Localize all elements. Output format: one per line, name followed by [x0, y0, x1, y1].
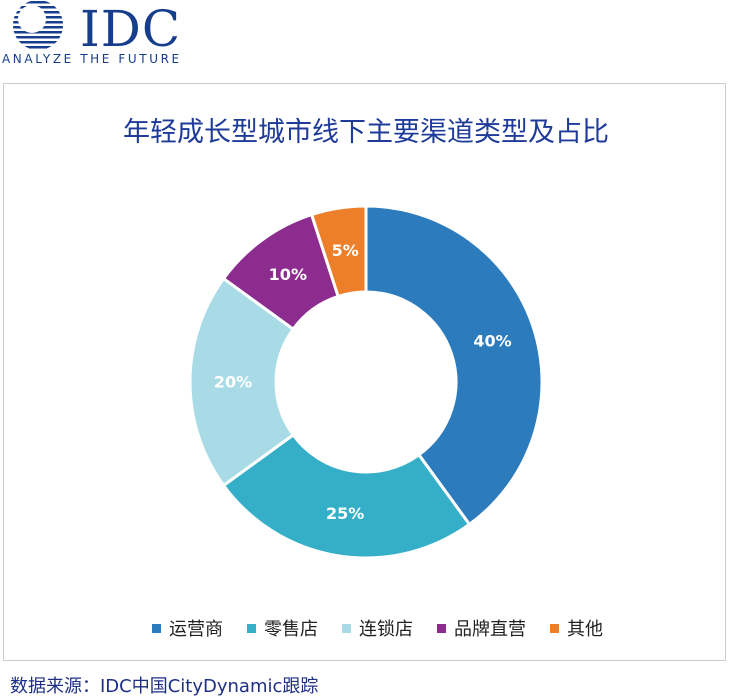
legend-swatch-carrier — [152, 623, 161, 633]
slice-label-chain-store: 20% — [214, 373, 252, 392]
logo-tagline: ANALYZE THE FUTURE — [2, 52, 182, 66]
legend-swatch-chain-store — [342, 623, 351, 633]
legend-swatch-retail-store — [247, 623, 256, 633]
chart-title: 年轻成长型城市线下主要渠道类型及占比 — [123, 117, 609, 148]
slice-label-other: 5% — [332, 241, 359, 260]
idc-logo: IDC ANALYZE THE FUTURE — [0, 0, 200, 72]
legend-item-chain-store: 连锁店 — [342, 615, 413, 641]
legend-item-brand-direct: 品牌直营 — [437, 615, 526, 641]
legend-label-chain-store: 连锁店 — [359, 619, 413, 640]
slice-label-brand-direct: 10% — [269, 265, 307, 284]
legend-label-brand-direct: 品牌直营 — [454, 619, 526, 640]
legend-label-retail-store: 零售店 — [264, 619, 318, 640]
globe-icon — [13, 0, 63, 50]
legend-item-other: 其他 — [550, 615, 603, 641]
legend-swatch-brand-direct — [437, 623, 446, 633]
legend-item-retail-store: 零售店 — [247, 615, 318, 641]
slice-label-retail-store: 25% — [326, 504, 364, 523]
slice-label-carrier: 40% — [473, 331, 511, 350]
donut-slice-retail-store — [221, 432, 472, 560]
chart-frame — [3, 83, 726, 661]
legend-label-carrier: 运营商 — [169, 619, 223, 640]
legend-item-carrier: 运营商 — [152, 615, 223, 641]
legend-swatch-other — [550, 623, 559, 633]
legend-label-other: 其他 — [567, 619, 603, 640]
donut-slice-carrier — [364, 204, 544, 527]
data-source-note: 数据来源：IDC中国CityDynamic跟踪 — [10, 676, 319, 697]
logo-brand-text: IDC — [80, 0, 182, 58]
donut-slice-chain-store — [188, 276, 296, 488]
legend: 运营商 零售店 连锁店 品牌直营 其他 — [152, 615, 603, 641]
donut-slice-other — [309, 204, 368, 299]
